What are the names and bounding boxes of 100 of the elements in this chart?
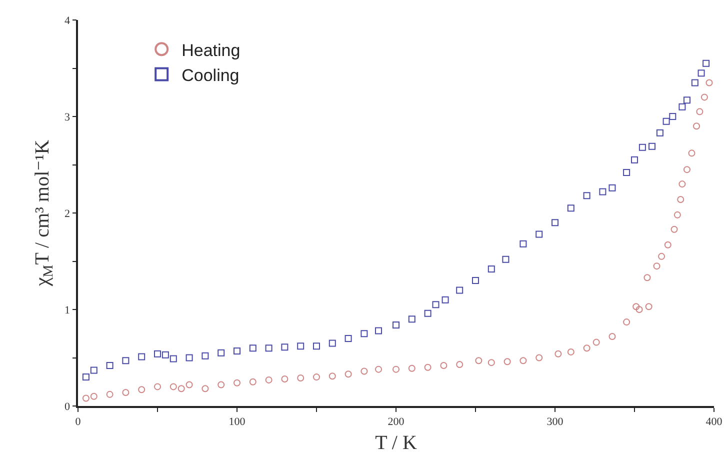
- point: [328, 340, 336, 347]
- point: [408, 364, 416, 372]
- point: [520, 240, 527, 248]
- point: [90, 366, 98, 374]
- point: [186, 354, 193, 362]
- point: [432, 301, 440, 308]
- point: [653, 262, 660, 270]
- point: [674, 211, 681, 218]
- point: [313, 342, 320, 350]
- point: [567, 204, 574, 212]
- y-tick-label: 1: [64, 304, 70, 316]
- point: [696, 108, 704, 116]
- point: [632, 303, 640, 310]
- point: [502, 256, 510, 263]
- point: [249, 378, 256, 386]
- point: [154, 350, 161, 358]
- point: [683, 96, 690, 104]
- point: [90, 392, 98, 400]
- point: [488, 359, 495, 366]
- point: [567, 348, 574, 356]
- point: [645, 303, 652, 310]
- point: [106, 362, 114, 369]
- point: [106, 390, 114, 398]
- point: [344, 370, 352, 378]
- point: [475, 357, 482, 364]
- point: [664, 241, 672, 248]
- point: [623, 318, 630, 326]
- point: [218, 381, 225, 388]
- point: [162, 351, 169, 358]
- point: [360, 368, 368, 375]
- point: [281, 344, 288, 351]
- point: [623, 168, 630, 176]
- point: [265, 376, 272, 384]
- point: [592, 338, 600, 346]
- point: [669, 113, 676, 120]
- point: [456, 286, 464, 294]
- point: [688, 150, 696, 157]
- point: [691, 79, 698, 86]
- point: [424, 364, 432, 371]
- point: [82, 394, 90, 402]
- point: [552, 219, 558, 226]
- point: [599, 188, 606, 196]
- point: [249, 344, 256, 352]
- point: [608, 333, 616, 340]
- point: [706, 79, 713, 86]
- point: [265, 344, 272, 352]
- point: [328, 372, 336, 380]
- point: [698, 70, 705, 77]
- point: [693, 122, 700, 130]
- point: [678, 103, 686, 110]
- point: [170, 355, 177, 362]
- point: [656, 129, 664, 136]
- point: [122, 357, 130, 364]
- x-tick-label: 200: [388, 416, 405, 428]
- point: [281, 375, 288, 382]
- point: [442, 296, 449, 304]
- point: [424, 310, 432, 317]
- point: [344, 334, 352, 342]
- point: [313, 374, 320, 381]
- point: [638, 144, 646, 151]
- point: [297, 374, 304, 382]
- point: [440, 362, 448, 369]
- y-tick-label: 3: [64, 111, 71, 124]
- point: [504, 358, 511, 366]
- point: [392, 321, 400, 328]
- point: [186, 381, 193, 388]
- point: [700, 94, 708, 101]
- legend-label: Heating: [182, 40, 240, 60]
- point: [678, 180, 686, 188]
- point: [583, 192, 590, 200]
- y-tick-label: 4: [64, 14, 71, 27]
- x-axis-title: T / K: [375, 432, 418, 454]
- point: [554, 350, 562, 358]
- point: [683, 166, 690, 174]
- y-tick-label: 0: [64, 400, 71, 413]
- x-tick-label: 400: [706, 416, 723, 428]
- point: [122, 388, 130, 396]
- point: [456, 361, 464, 368]
- x-tick-label: 300: [546, 416, 564, 428]
- point: [202, 385, 209, 392]
- point: [702, 60, 710, 67]
- point: [234, 348, 240, 354]
- point: [670, 226, 678, 233]
- point: [520, 357, 527, 364]
- point: [170, 383, 177, 390]
- point: [154, 383, 161, 390]
- legend-label: Cooling: [182, 66, 240, 85]
- x-tick-label: 0: [75, 416, 82, 428]
- point: [138, 386, 146, 394]
- point: [536, 230, 543, 238]
- point: [472, 277, 479, 284]
- point: [644, 274, 651, 282]
- point: [138, 353, 146, 360]
- point: [360, 330, 368, 338]
- point: [178, 385, 185, 392]
- y-tick-label: 2: [64, 208, 70, 220]
- point: [536, 354, 543, 362]
- point: [658, 252, 666, 260]
- point: [608, 184, 616, 192]
- point: [488, 265, 495, 272]
